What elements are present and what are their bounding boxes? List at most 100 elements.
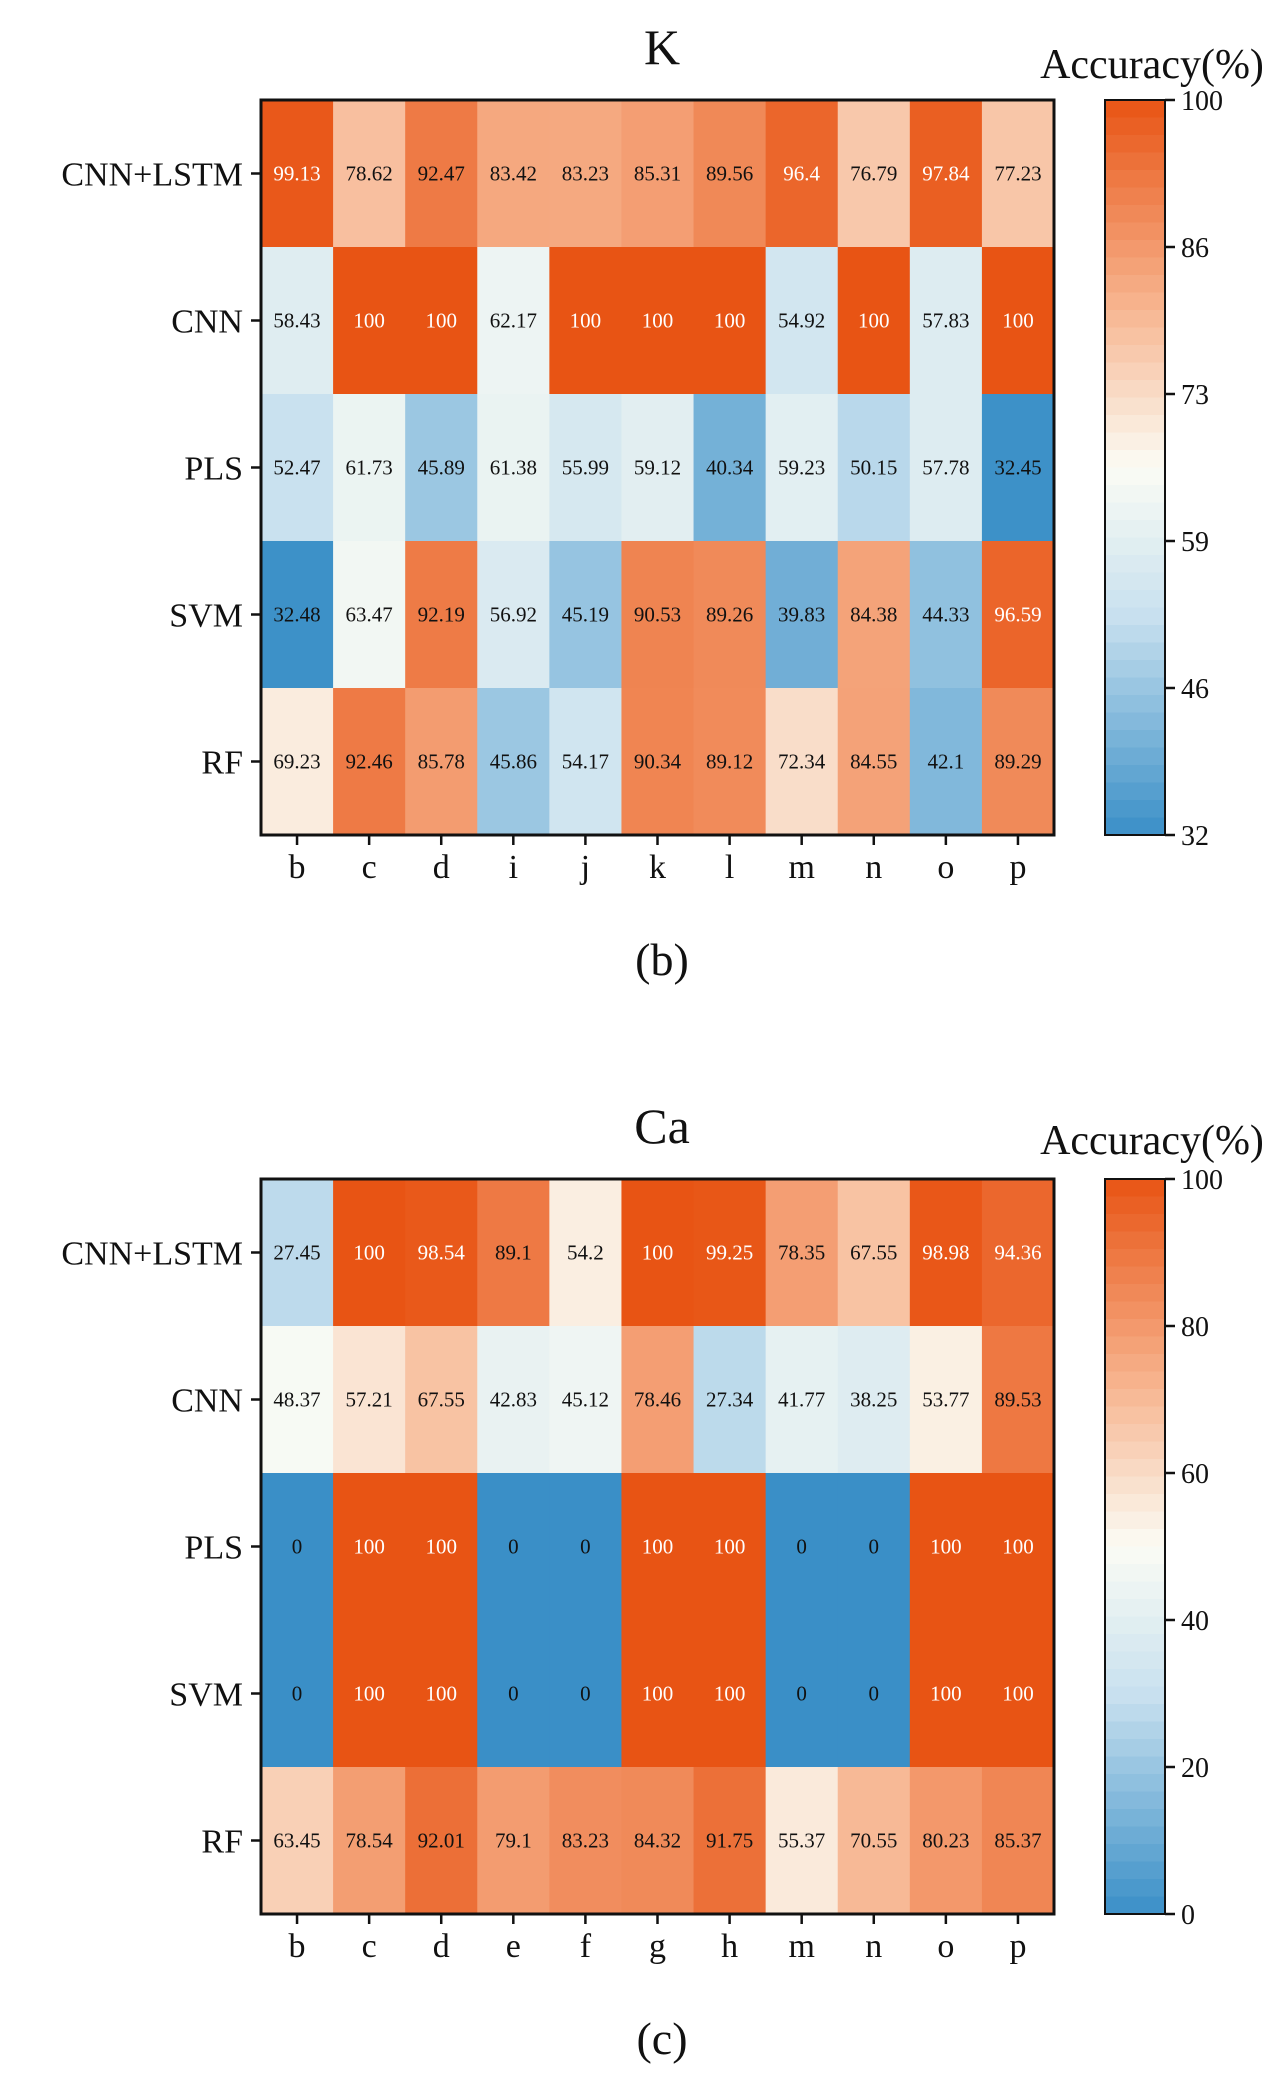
colorbar-band [1105, 170, 1165, 189]
cell-value-label: 100 [353, 1535, 385, 1559]
colorbar-band [1105, 240, 1165, 259]
cell-value-label: 97.84 [922, 162, 970, 186]
colorbar-band [1105, 432, 1165, 451]
cell-value-label: 48.37 [273, 1388, 320, 1412]
cell-value-label: 89.26 [706, 603, 753, 627]
colorbar-band [1105, 187, 1165, 206]
cell-value-label: 0 [580, 1535, 591, 1559]
heatmap-cell [981, 1179, 1055, 1327]
cell-value-label: 80.23 [922, 1829, 969, 1853]
cell-value-label: 0 [292, 1535, 303, 1559]
colorbar-band [1105, 467, 1165, 486]
cell-value-label: 41.77 [778, 1388, 825, 1412]
cell-value-label: 58.43 [273, 309, 320, 333]
heatmap-cell [837, 100, 911, 248]
heatmap-cell [765, 1179, 839, 1327]
heatmap-cell [837, 1179, 911, 1327]
heatmap-cell [549, 1473, 623, 1621]
cell-value-label: 100 [714, 1682, 746, 1706]
colorbar-title: Accuracy(%) [1040, 42, 1264, 88]
y-tick-label: RF [201, 1824, 243, 1861]
cell-value-label: 27.45 [273, 1241, 320, 1265]
heatmap-cell [549, 394, 623, 542]
cell-value-label: 100 [425, 1535, 457, 1559]
cell-value-label: 100 [642, 1535, 674, 1559]
chart-title: K [644, 19, 680, 75]
colorbar-band [1105, 1441, 1165, 1460]
x-tick-label: l [725, 849, 734, 886]
cell-value-label: 90.53 [634, 603, 681, 627]
heatmap-cell [405, 1767, 478, 1915]
cell-value-label: 100 [1002, 309, 1034, 333]
cell-value-label: 0 [292, 1682, 303, 1706]
cell-value-label: 100 [858, 309, 890, 333]
x-tick-label: p [1009, 849, 1026, 886]
heatmap-cell [261, 541, 334, 689]
heatmap-cell [765, 247, 839, 395]
panel-caption: (c) [636, 2013, 687, 2064]
cell-value-label: 55.37 [778, 1829, 825, 1853]
cell-value-label: 78.54 [346, 1829, 394, 1853]
heatmap-cell [765, 1473, 839, 1621]
heatmap-cell [621, 1179, 695, 1327]
cell-value-label: 0 [580, 1682, 591, 1706]
heatmap-cell [477, 1326, 550, 1474]
cell-value-label: 42.1 [927, 750, 964, 774]
heatmap-cell [261, 1620, 334, 1768]
colorbar-band [1105, 257, 1165, 276]
heatmap-cell [981, 1767, 1055, 1915]
heatmap-cell [261, 1473, 334, 1621]
cell-value-label: 79.1 [495, 1829, 532, 1853]
colorbar-band [1105, 607, 1165, 626]
colorbar-band [1105, 1756, 1165, 1775]
heatmap-cell [549, 1620, 623, 1768]
cell-value-label: 45.12 [562, 1388, 609, 1412]
colorbar-band [1105, 1214, 1165, 1233]
heatmap-cell [837, 247, 911, 395]
chart-title: Ca [634, 1098, 690, 1154]
cell-value-label: 77.23 [994, 162, 1041, 186]
colorbar-band [1105, 327, 1165, 346]
heatmap-cell [837, 394, 911, 542]
heatmap-cell [765, 100, 839, 248]
cell-value-label: 100 [714, 309, 746, 333]
heatmap-cell [693, 247, 767, 395]
x-tick-label: b [289, 849, 306, 886]
cell-value-label: 100 [425, 309, 457, 333]
heatmap-cell [693, 541, 767, 689]
heatmap-cell [261, 247, 334, 395]
cell-value-label: 76.79 [850, 162, 897, 186]
cell-value-label: 32.48 [273, 603, 320, 627]
colorbar-band [1105, 1634, 1165, 1653]
heatmap-cell [477, 247, 550, 395]
colorbar: 100 80 60 40 20 0 [1104, 1165, 1223, 1931]
colorbar-band [1105, 1879, 1165, 1898]
heatmap-cell [693, 1473, 767, 1621]
heatmap-cell [621, 541, 695, 689]
heatmap-cell [693, 1620, 767, 1768]
x-tick-label: f [580, 1928, 592, 1965]
colorbar-band [1105, 380, 1165, 399]
colorbar-band [1105, 1599, 1165, 1618]
heatmap-cell [909, 1179, 983, 1327]
heatmap-cell [981, 688, 1055, 836]
cell-value-label: 27.34 [706, 1388, 754, 1412]
heatmap-cell [621, 100, 695, 248]
cell-value-label: 84.32 [634, 1829, 681, 1853]
colorbar-band [1105, 1406, 1165, 1425]
colorbar-band [1105, 1686, 1165, 1705]
colorbar-band [1105, 450, 1165, 469]
colorbar-band [1105, 817, 1165, 836]
x-tick-label: o [937, 1928, 954, 1965]
x-tick-label: d [433, 1928, 450, 1965]
heatmap-cell [261, 1326, 334, 1474]
heatmap-cell [477, 1473, 550, 1621]
cell-value-label: 53.77 [922, 1388, 969, 1412]
colorbar-band [1105, 1844, 1165, 1863]
heatmap-cell [981, 1620, 1055, 1768]
x-tick-label: g [649, 1928, 666, 1965]
cell-value-label: 0 [869, 1682, 880, 1706]
colorbar-frame [1104, 1178, 1166, 1915]
colorbar-tick-label: 73 [1181, 380, 1209, 411]
cell-value-label: 0 [796, 1535, 807, 1559]
